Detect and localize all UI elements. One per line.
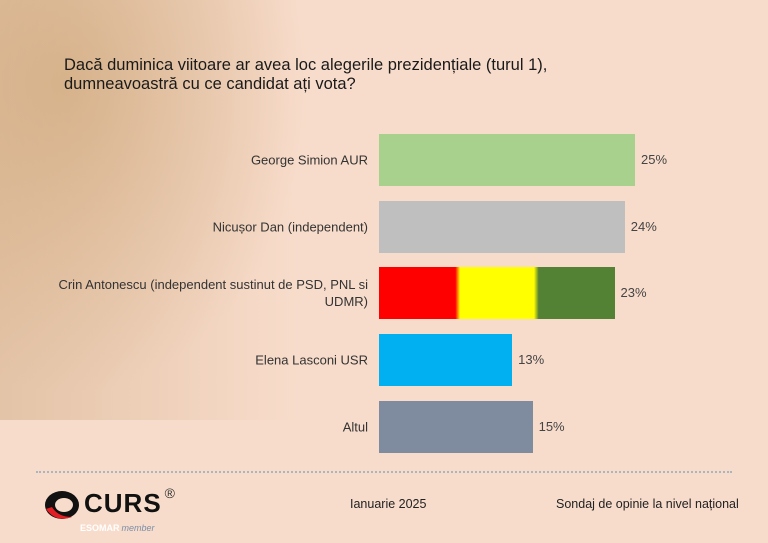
member-label: member — [121, 523, 155, 533]
value-label: 15% — [538, 418, 565, 434]
bar — [379, 267, 615, 320]
survey-description: Sondaj de opinie la nivel național — [556, 497, 739, 511]
category-label: Altul — [342, 419, 368, 435]
brand-name: CURS — [84, 488, 162, 518]
value-label: 13% — [518, 352, 545, 368]
category-label: Nicușor Dan (independent) — [212, 219, 368, 235]
bar — [379, 400, 533, 453]
category-label: Crin Antonescu (independent sustinut de … — [58, 277, 368, 310]
value-label: 23% — [620, 285, 647, 301]
esomar-badge: ESOMAR member — [80, 523, 155, 534]
bar — [379, 134, 635, 186]
survey-date: Ianuarie 2025 — [350, 497, 427, 511]
category-label: George Simion AUR — [250, 152, 368, 168]
bar — [379, 200, 625, 253]
bar — [379, 334, 513, 387]
value-label: 25% — [641, 152, 668, 167]
curs-logo-icon — [45, 491, 79, 519]
registered-mark: ® — [164, 485, 175, 501]
value-label: 24% — [630, 218, 657, 234]
category-label: Elena Lasconi USR — [255, 352, 368, 368]
esomar-label: ESOMAR — [80, 523, 120, 533]
divider — [36, 471, 732, 473]
brand: CURS ® — [84, 485, 175, 518]
background-photo — [0, 0, 330, 420]
chart-title: Dacă duminica viitoare ar avea loc alege… — [64, 56, 548, 93]
